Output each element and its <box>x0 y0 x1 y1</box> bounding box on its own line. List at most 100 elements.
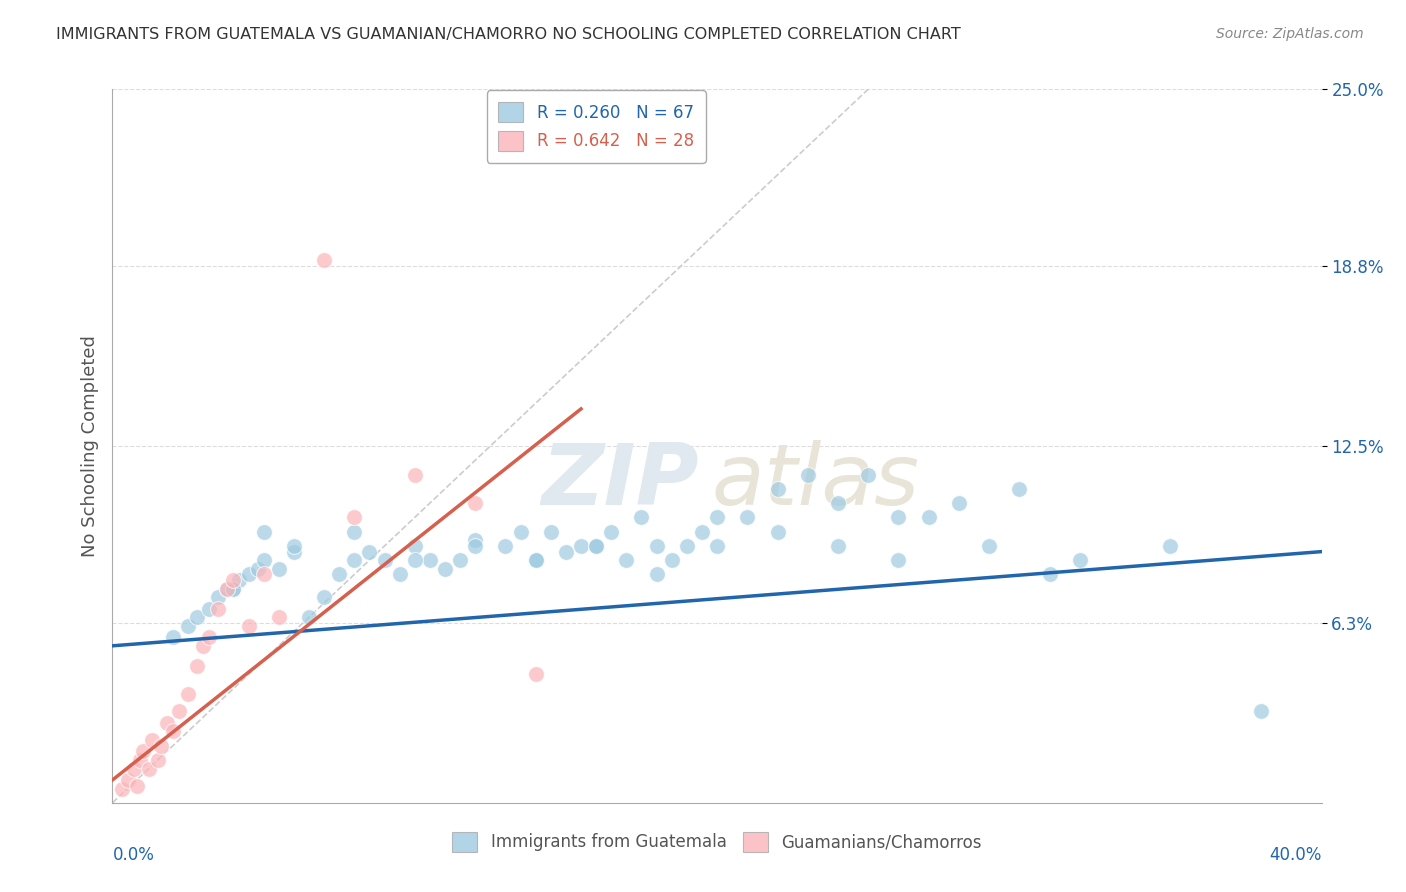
Text: 40.0%: 40.0% <box>1270 846 1322 863</box>
Point <box>267 562 290 576</box>
Point <box>948 496 970 510</box>
Point <box>246 562 269 576</box>
Point <box>1038 567 1062 582</box>
Text: 0.0%: 0.0% <box>112 846 155 863</box>
Point <box>138 762 160 776</box>
Point <box>374 553 396 567</box>
Point <box>419 553 441 567</box>
Point <box>146 753 169 767</box>
Point <box>207 591 229 605</box>
Point <box>630 510 652 524</box>
Point <box>222 582 245 596</box>
Point <box>645 539 668 553</box>
Point <box>141 733 163 747</box>
Point <box>177 619 200 633</box>
Point <box>616 553 638 567</box>
Point <box>198 630 221 644</box>
Point <box>117 772 139 787</box>
Point <box>298 610 321 624</box>
Point <box>253 567 276 582</box>
Point <box>222 573 245 587</box>
Point <box>737 510 759 524</box>
Point <box>690 524 713 539</box>
Point <box>524 553 547 567</box>
Point <box>554 544 576 558</box>
Point <box>887 510 910 524</box>
Y-axis label: No Schooling Completed: No Schooling Completed <box>80 335 98 557</box>
Point <box>464 496 486 510</box>
Text: Source: ZipAtlas.com: Source: ZipAtlas.com <box>1216 27 1364 41</box>
Point <box>600 524 623 539</box>
Point <box>283 539 305 553</box>
Point <box>328 567 350 582</box>
Point <box>433 562 456 576</box>
Point <box>217 582 239 596</box>
Point <box>540 524 562 539</box>
Point <box>314 253 336 268</box>
Point <box>796 467 818 482</box>
Point <box>404 553 426 567</box>
Point <box>177 687 200 701</box>
Point <box>253 524 276 539</box>
Point <box>388 567 411 582</box>
Point <box>706 539 728 553</box>
Point <box>585 539 607 553</box>
Point <box>509 524 531 539</box>
Legend: Immigrants from Guatemala, Guamanians/Chamorros: Immigrants from Guatemala, Guamanians/Ch… <box>446 825 988 859</box>
Point <box>122 762 145 776</box>
Point <box>1159 539 1181 553</box>
Point <box>343 553 366 567</box>
Point <box>887 553 910 567</box>
Point <box>343 510 366 524</box>
Point <box>404 467 426 482</box>
Point <box>1069 553 1091 567</box>
Point <box>186 610 208 624</box>
Point <box>110 781 132 796</box>
Point <box>222 582 245 596</box>
Point <box>217 582 239 596</box>
Point <box>132 744 155 758</box>
Point <box>228 573 250 587</box>
Point <box>186 658 208 673</box>
Point <box>449 553 471 567</box>
Point <box>167 705 190 719</box>
Point <box>827 539 849 553</box>
Point <box>253 553 276 567</box>
Point <box>238 619 260 633</box>
Point <box>404 539 426 553</box>
Point <box>675 539 697 553</box>
Point <box>267 610 290 624</box>
Point <box>706 510 728 524</box>
Point <box>766 482 789 496</box>
Point <box>162 630 184 644</box>
Point <box>569 539 592 553</box>
Point <box>856 467 880 482</box>
Point <box>1250 705 1272 719</box>
Point <box>495 539 517 553</box>
Point <box>524 667 547 681</box>
Point <box>238 567 260 582</box>
Point <box>585 539 607 553</box>
Text: atlas: atlas <box>711 440 920 524</box>
Point <box>207 601 229 615</box>
Point <box>359 544 381 558</box>
Point <box>156 715 179 730</box>
Text: ZIP: ZIP <box>541 440 699 524</box>
Point <box>162 724 184 739</box>
Point <box>918 510 941 524</box>
Point <box>464 533 486 548</box>
Point <box>524 553 547 567</box>
Point <box>661 553 683 567</box>
Point <box>191 639 214 653</box>
Point <box>198 601 221 615</box>
Point <box>125 779 148 793</box>
Point <box>464 539 486 553</box>
Point <box>343 524 366 539</box>
Text: IMMIGRANTS FROM GUATEMALA VS GUAMANIAN/CHAMORRO NO SCHOOLING COMPLETED CORRELATI: IMMIGRANTS FROM GUATEMALA VS GUAMANIAN/C… <box>56 27 960 42</box>
Point <box>977 539 1000 553</box>
Point <box>766 524 789 539</box>
Point <box>149 739 172 753</box>
Point <box>128 753 150 767</box>
Point <box>283 544 305 558</box>
Point <box>645 567 668 582</box>
